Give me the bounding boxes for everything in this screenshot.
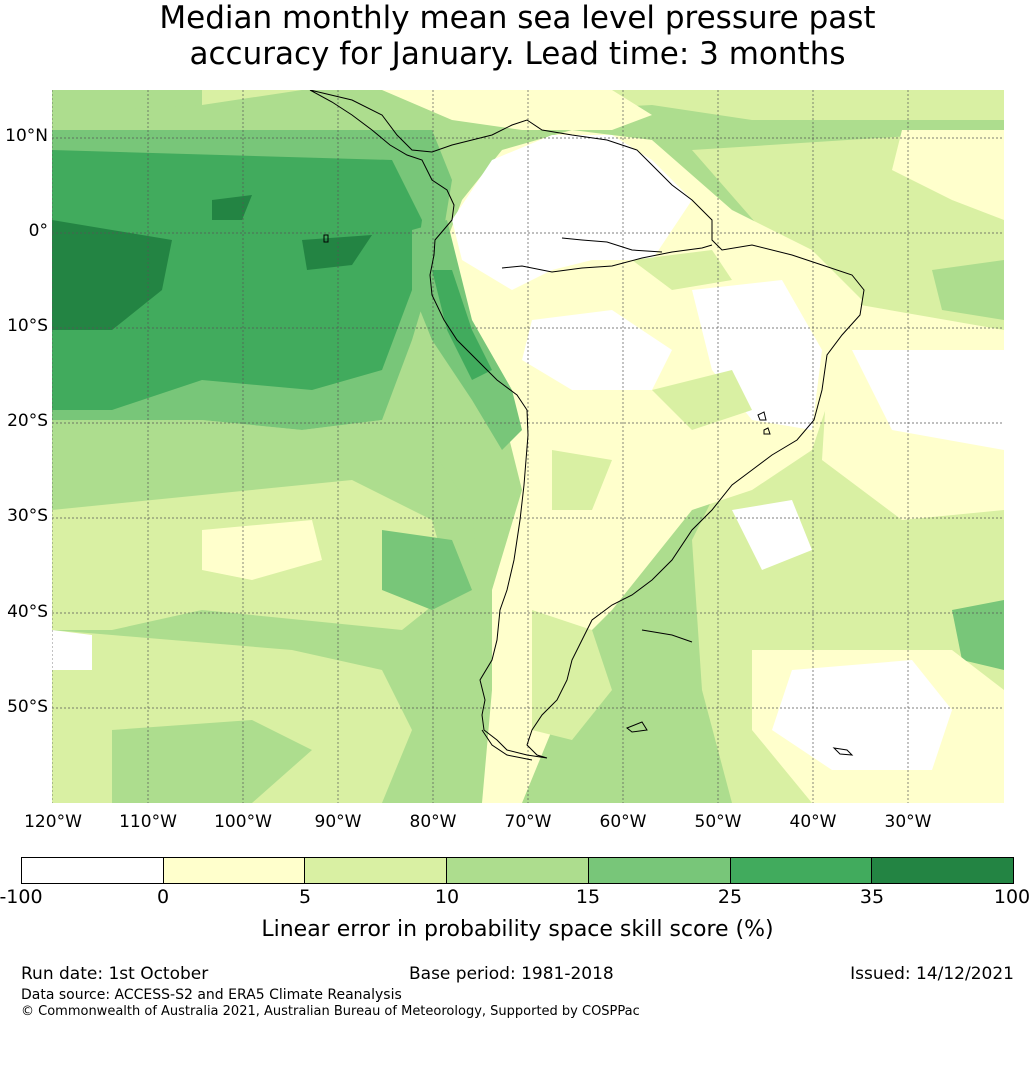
lon-label-110w: 110°W xyxy=(119,812,177,832)
lon-label-70w: 70°W xyxy=(504,812,552,832)
data-source: Data source: ACCESS-S2 and ERA5 Climate … xyxy=(21,987,402,1003)
skill-score-map xyxy=(52,90,1004,803)
colorbar-label: Linear error in probability space skill … xyxy=(261,917,774,942)
issued-date: Issued: 14/12/2021 xyxy=(850,964,1014,984)
lat-label-10s: 10°S xyxy=(7,316,48,336)
colorbar-segment-2 xyxy=(163,858,306,883)
colorbar-segment-7 xyxy=(872,858,1014,883)
lat-label-10n: 10°N xyxy=(5,126,48,146)
run-date: Run date: 1st October xyxy=(21,964,209,984)
title-line-2: accuracy for January. Lead time: 3 month… xyxy=(189,36,846,72)
colorbar-segment-6 xyxy=(730,858,873,883)
colorbar-tick-100: 100 xyxy=(993,886,1031,908)
lon-label-80w: 80°W xyxy=(409,812,457,832)
lon-label-120w: 120°W xyxy=(24,812,82,832)
colorbar-segment-3 xyxy=(305,858,448,883)
colorbar-tick-35: 35 xyxy=(859,886,885,908)
skill-regions xyxy=(52,90,1004,803)
base-period: Base period: 1981-2018 xyxy=(409,964,614,984)
lat-label-0: 0° xyxy=(28,221,48,241)
chart-title: Median monthly mean sea level pressure p… xyxy=(0,0,1035,72)
lat-label-30s: 30°S xyxy=(7,506,48,526)
lon-label-60w: 60°W xyxy=(599,812,647,832)
title-line-1: Median monthly mean sea level pressure p… xyxy=(159,0,876,36)
copyright-notice: © Commonwealth of Australia 2021, Austra… xyxy=(21,1004,640,1019)
lat-label-50s: 50°S xyxy=(7,697,48,717)
lon-label-40w: 40°W xyxy=(789,812,837,832)
lon-label-30w: 30°W xyxy=(884,812,932,832)
colorbar-segment-5 xyxy=(588,858,731,883)
colorbar xyxy=(21,857,1014,884)
lat-label-40s: 40°S xyxy=(7,602,48,622)
coastlines xyxy=(309,90,865,761)
lon-label-90w: 90°W xyxy=(314,812,362,832)
colorbar-tick-minus100: -100 xyxy=(0,886,43,908)
lat-label-20s: 20°S xyxy=(7,411,48,431)
lon-label-50w: 50°W xyxy=(694,812,742,832)
lon-label-100w: 100°W xyxy=(214,812,272,832)
colorbar-segment-4 xyxy=(447,858,589,883)
colorbar-tick-0: 0 xyxy=(156,886,170,908)
colorbar-tick-25: 25 xyxy=(717,886,743,908)
colorbar-segment-1 xyxy=(22,858,164,883)
colorbar-tick-15: 15 xyxy=(575,886,601,908)
colorbar-tick-10: 10 xyxy=(434,886,460,908)
colorbar-tick-5: 5 xyxy=(298,886,312,908)
